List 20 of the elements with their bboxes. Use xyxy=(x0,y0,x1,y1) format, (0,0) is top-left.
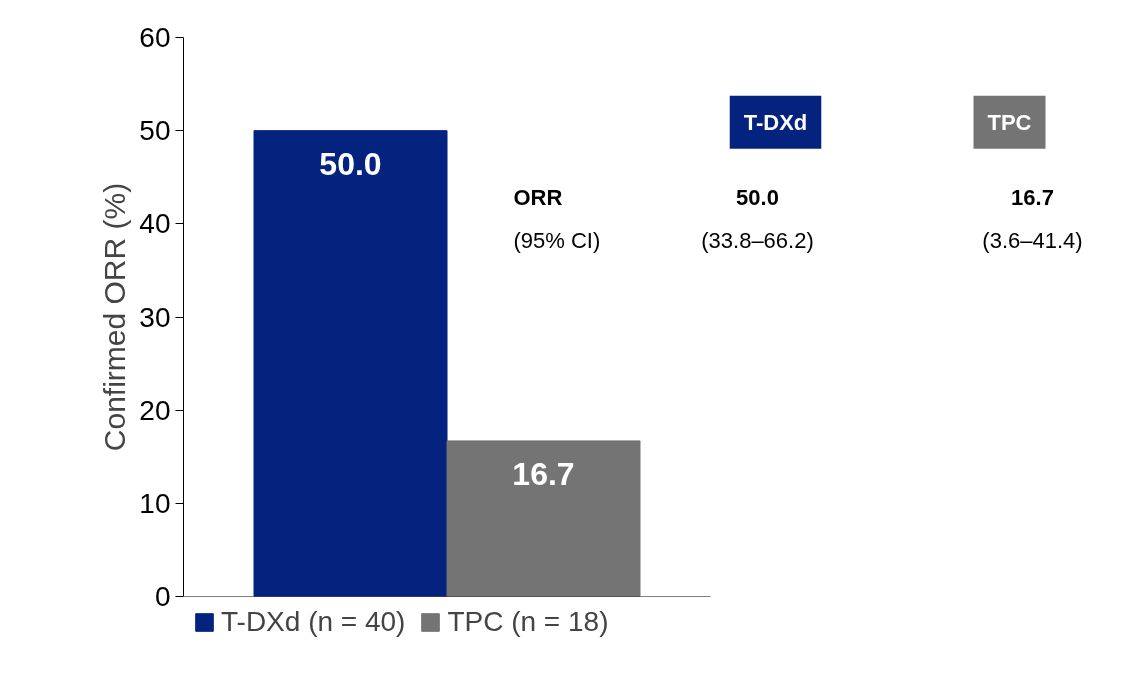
y-tick-label: 0 xyxy=(154,581,171,612)
y-tick-label: 10 xyxy=(139,487,171,519)
y-axis-title: Confirmed ORR (%) xyxy=(98,182,132,452)
annotation: ORR xyxy=(513,185,563,211)
y-tick-label: 20 xyxy=(139,394,171,426)
text: (3.6–41.4) xyxy=(982,228,1083,254)
y-tick-label: 60 xyxy=(139,22,171,53)
annotation: (95% CI) xyxy=(513,228,601,254)
y-tick-label: 50 xyxy=(139,115,171,147)
annotation: (33.8–66.2) xyxy=(701,228,814,254)
y-tick-label: 40 xyxy=(139,208,171,240)
legend-label: TPC (n = 18) xyxy=(447,606,609,638)
text: T-DXd xyxy=(743,109,808,135)
data-label: 16.7 xyxy=(512,455,575,492)
text: 16.7 xyxy=(1011,185,1054,211)
legend-label: T-DXd (n = 40) xyxy=(221,606,406,638)
text: TPC xyxy=(987,109,1032,135)
data-label: 50.0 xyxy=(319,145,382,182)
text: 50.0 xyxy=(736,185,779,211)
y-tick-label: 30 xyxy=(139,301,171,333)
